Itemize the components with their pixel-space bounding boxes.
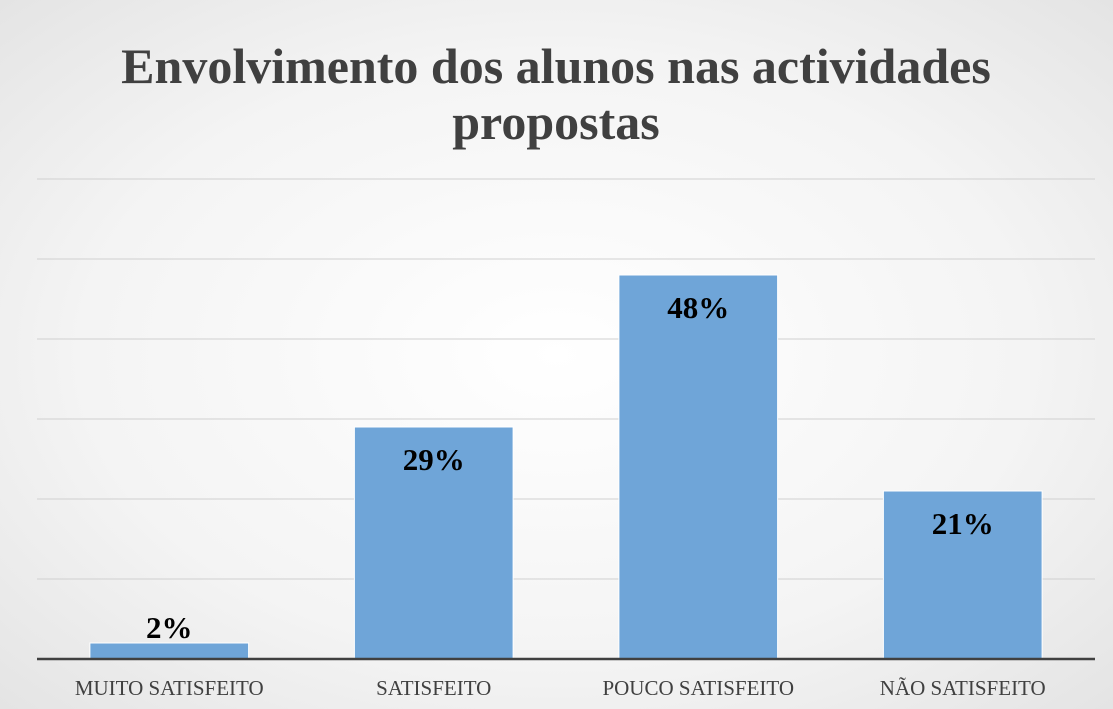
- x-tick-label: NÃO SATISFEITO: [880, 676, 1046, 700]
- chart-title: Envolvimento dos alunos nas actividades …: [121, 38, 991, 150]
- x-tick-label: MUITO SATISFEITO: [75, 676, 264, 700]
- x-tick-label: POUCO SATISFEITO: [602, 676, 794, 700]
- bar: [882, 490, 1043, 660]
- data-label: 48%: [667, 290, 729, 325]
- data-label: 29%: [403, 442, 465, 477]
- data-label: 2%: [146, 610, 193, 645]
- data-label: 21%: [932, 506, 994, 541]
- bar: [618, 274, 779, 660]
- bar: [353, 426, 514, 660]
- x-tick-label: SATISFEITO: [376, 676, 491, 700]
- bar: [89, 642, 250, 660]
